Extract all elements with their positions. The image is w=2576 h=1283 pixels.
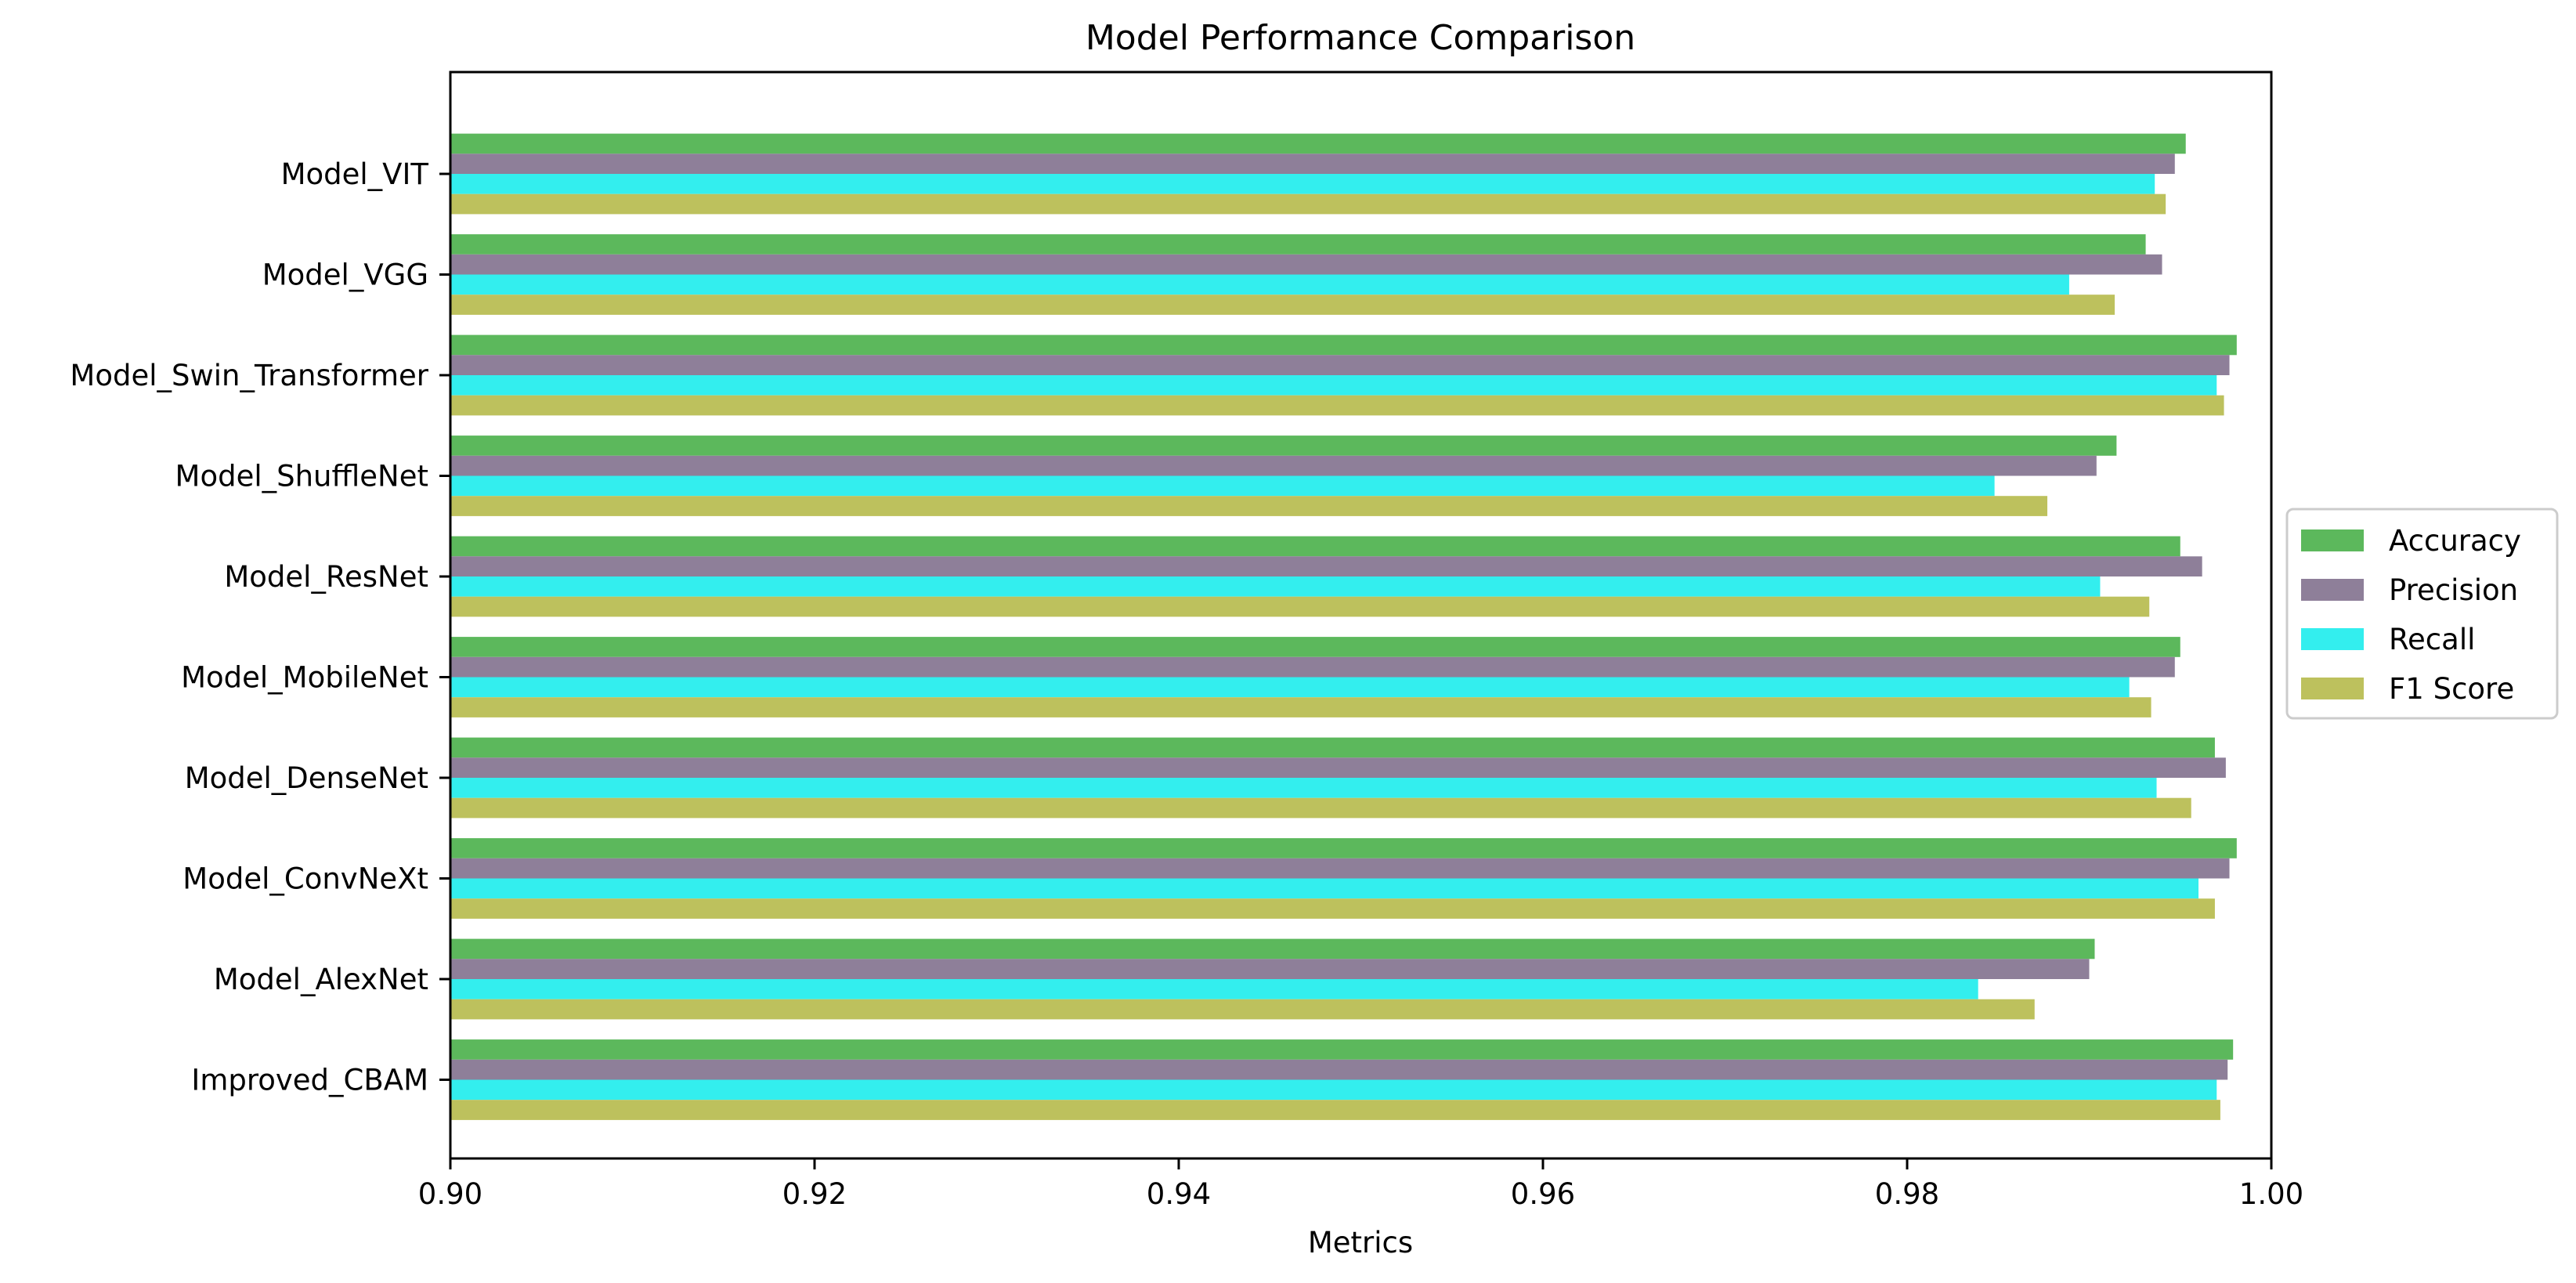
bar-accuracy-model_swin_transformer [450,334,2237,356]
x-tick-label: 0.96 [1511,1177,1575,1211]
bar-precision-model_mobilenet [450,656,2175,678]
x-tick-label: 0.94 [1147,1177,1211,1211]
y-axis: Model_VIT Model_VGG Model_Swin_Transformer… [70,157,450,1097]
bar-recall-model_alexnet [450,979,1978,999]
y-tick-label: Model_VIT [281,157,429,191]
bar-f1-score-model_alexnet [450,999,2035,1020]
bar-recall-model_vit [450,174,2155,194]
legend-label: Accuracy [2389,524,2521,558]
bar-accuracy-model_mobilenet [450,637,2180,657]
bar-recall-model_densenet [450,778,2157,798]
bar-precision-model_convnext [450,858,2230,879]
bar-f1-score-model_densenet [450,797,2191,819]
bar-precision-model_alexnet [450,959,2090,979]
bar-recall-model_mobilenet [450,677,2130,698]
plot-frame [449,70,2273,1160]
bar-recall-model_swin_transformer [450,375,2217,396]
bar-accuracy-model_vit [450,133,2186,154]
bar-accuracy-model_vgg [450,234,2146,255]
bar-accuracy-model_alexnet [450,938,2095,960]
bar-precision-model_densenet [450,757,2226,778]
y-tick-label: Model_VGG [262,258,428,292]
bar-f1-score-model_vgg [450,295,2115,315]
bar-accuracy-model_convnext [450,838,2237,858]
y-tick-label: Model_Swin_Transformer [70,359,428,392]
bar-precision-model_vgg [450,254,2162,275]
bar-recall-improved_cbam [450,1079,2217,1100]
bar-f1-score-model_swin_transformer [450,395,2224,416]
legend-swatch-f1-score [2301,678,2364,699]
x-tick-label: 1.00 [2239,1177,2303,1211]
bar-recall-model_shufflenet [450,475,1995,497]
bar-f1-score-model_convnext [450,898,2215,919]
bar-f1-score-model_mobilenet [450,697,2151,717]
bar-f1-score-improved_cbam [450,1100,2220,1120]
x-tick-label: 0.98 [1875,1177,1939,1211]
y-tick-label: Improved_CBAM [191,1064,428,1097]
bar-accuracy-model_resnet [450,536,2180,557]
x-tick-label: 0.90 [418,1177,482,1211]
y-tick-label: Model_MobileNet [181,661,428,695]
legend-swatch-precision [2301,579,2364,601]
bar-f1-score-model_vit [450,193,2166,215]
x-axis-label: Metrics [1308,1226,1413,1260]
legend-swatch-accuracy [2301,529,2364,551]
bar-precision-model_shufflenet [450,455,2097,476]
bar-precision-model_vit [450,154,2175,174]
y-tick-label: Model_ShuffleNet [175,460,428,493]
bar-precision-model_swin_transformer [450,355,2230,375]
bar-accuracy-model_shufflenet [450,435,2117,456]
y-tick-label: Model_ResNet [224,560,428,594]
x-tick-label: 0.92 [782,1177,847,1211]
y-tick-label: Model_ConvNeXt [182,862,428,896]
legend-label: Recall [2389,623,2475,656]
legend-label: Precision [2389,573,2518,607]
bar-accuracy-improved_cbam [450,1039,2234,1060]
bars-group [450,133,2237,1120]
bar-recall-model_resnet [450,576,2101,597]
legend-swatch-recall [2301,628,2364,650]
bar-precision-improved_cbam [450,1059,2228,1080]
legend-label: F1 Score [2389,672,2514,706]
legend-box [2285,508,2559,720]
x-axis: 0.90 0.92 0.94 0.96 0.98 1.00 [418,1158,2303,1211]
bar-f1-score-model_shufflenet [450,496,2048,516]
y-tick-label: Model_AlexNet [214,963,428,996]
legend: Accuracy Precision Recall F1 Score [2285,508,2559,720]
y-tick-label: Model_DenseNet [185,761,428,795]
bar-recall-model_convnext [450,878,2198,899]
bar-precision-model_resnet [450,556,2202,576]
chart-title: Model Performance Comparison [1086,18,1635,58]
bar-f1-score-model_resnet [450,596,2150,617]
bar-recall-model_vgg [450,274,2069,295]
bar-accuracy-model_densenet [450,737,2215,758]
